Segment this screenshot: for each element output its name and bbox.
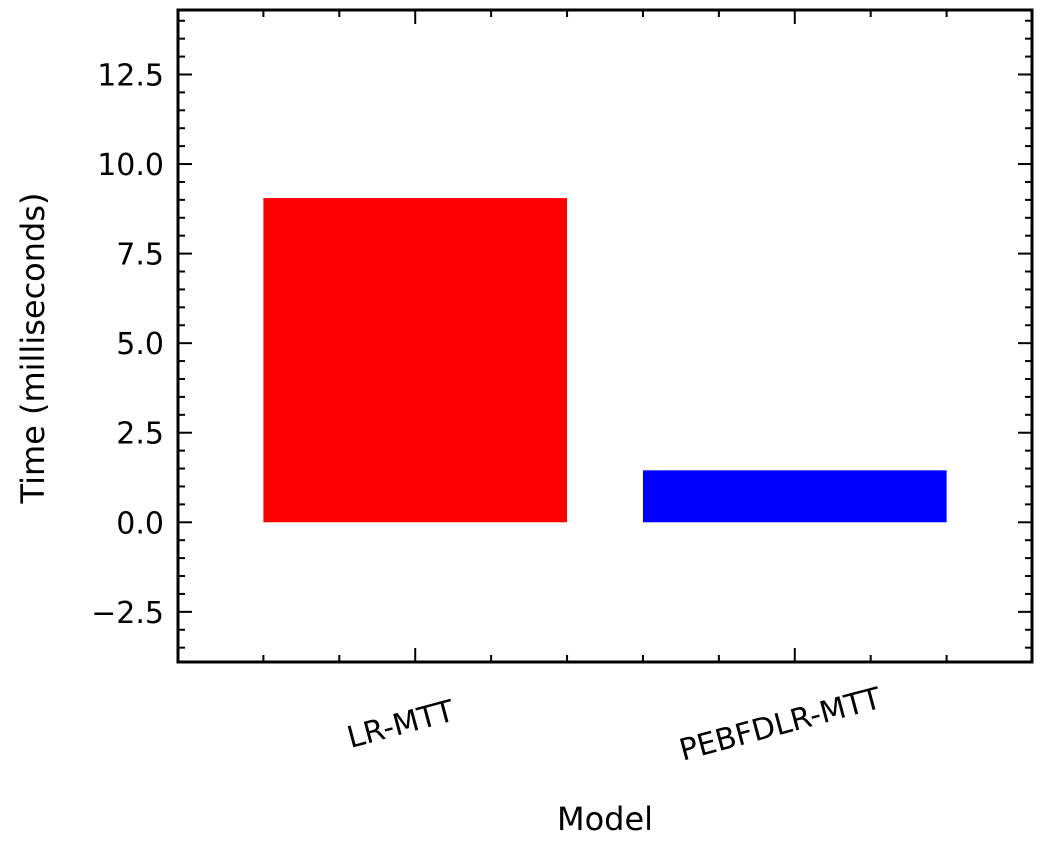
y-axis-label: Time (milliseconds) (14, 193, 52, 505)
bars-group (263, 198, 947, 523)
bar-pebfdlr-mtt (642, 470, 947, 523)
y-tick-label: 10.0 (97, 148, 164, 183)
x-tick-label: PEBFDLR-MTT (676, 681, 886, 769)
bar-lr-mtt (263, 198, 568, 523)
y-tick-label: 0.0 (116, 506, 164, 541)
plot-frame (176, 8, 1034, 664)
y-tick-label: −2.5 (91, 596, 164, 631)
x-tick-label: LR-MTT (344, 694, 459, 756)
y-tick-label: 2.5 (116, 417, 164, 452)
x-axis-label: Model (557, 800, 653, 838)
y-tick-label: 7.5 (116, 238, 164, 273)
y-tick-label: 5.0 (116, 327, 164, 362)
y-tick-label: 12.5 (97, 58, 164, 93)
